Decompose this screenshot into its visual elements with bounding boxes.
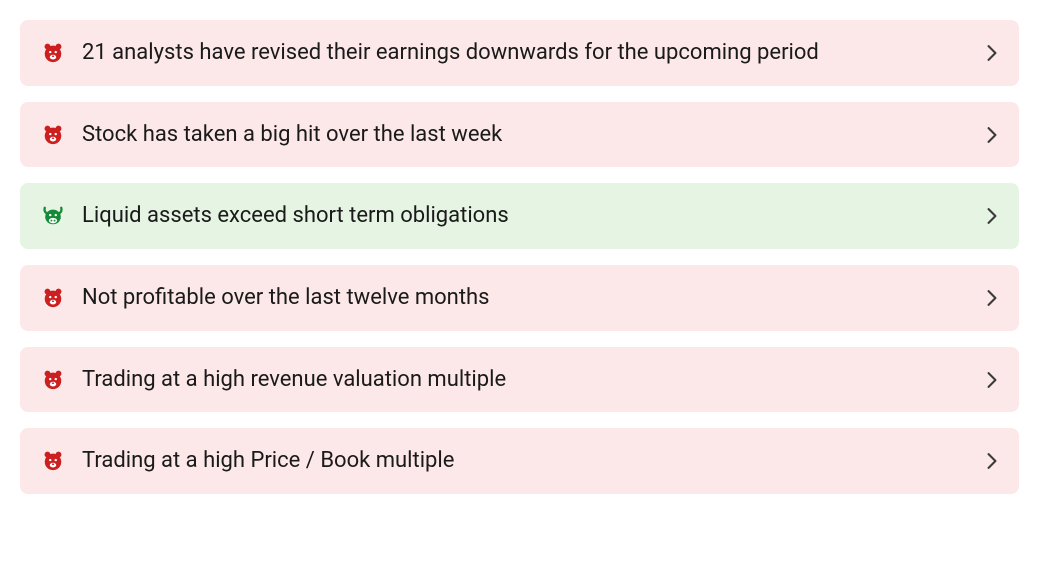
insight-item[interactable]: Stock has taken a big hit over the last … bbox=[20, 102, 1019, 168]
chevron-right-icon bbox=[987, 372, 997, 388]
insight-list: 21 analysts have revised their earnings … bbox=[20, 20, 1019, 494]
bear-icon bbox=[42, 450, 64, 472]
insight-item[interactable]: 21 analysts have revised their earnings … bbox=[20, 20, 1019, 86]
insight-text: Trading at a high Price / Book multiple bbox=[82, 446, 971, 476]
chevron-right-icon bbox=[987, 208, 997, 224]
bear-icon bbox=[42, 42, 64, 64]
insight-text: Liquid assets exceed short term obligati… bbox=[82, 201, 971, 231]
bull-icon bbox=[42, 205, 64, 227]
insight-item[interactable]: Liquid assets exceed short term obligati… bbox=[20, 183, 1019, 249]
chevron-right-icon bbox=[987, 290, 997, 306]
insight-item[interactable]: Trading at a high Price / Book multiple bbox=[20, 428, 1019, 494]
chevron-right-icon bbox=[987, 127, 997, 143]
insight-text: 21 analysts have revised their earnings … bbox=[82, 38, 971, 68]
insight-text: Not profitable over the last twelve mont… bbox=[82, 283, 971, 313]
chevron-right-icon bbox=[987, 453, 997, 469]
bear-icon bbox=[42, 369, 64, 391]
insight-item[interactable]: Not profitable over the last twelve mont… bbox=[20, 265, 1019, 331]
bear-icon bbox=[42, 124, 64, 146]
insight-item[interactable]: Trading at a high revenue valuation mult… bbox=[20, 347, 1019, 413]
chevron-right-icon bbox=[987, 45, 997, 61]
insight-text: Trading at a high revenue valuation mult… bbox=[82, 365, 971, 395]
insight-text: Stock has taken a big hit over the last … bbox=[82, 120, 971, 150]
bear-icon bbox=[42, 287, 64, 309]
